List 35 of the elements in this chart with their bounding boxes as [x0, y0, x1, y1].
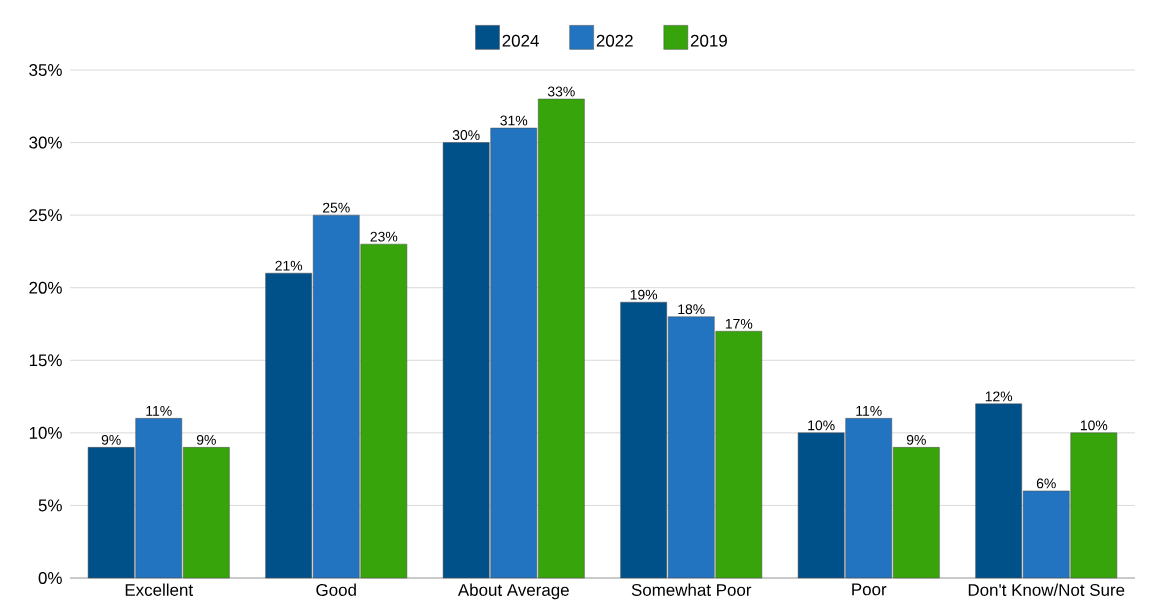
x-tick-label: Somewhat Poor — [631, 583, 752, 596]
data-label: 10% — [808, 420, 835, 431]
data-label: 18% — [678, 304, 705, 315]
data-label: 21% — [275, 260, 303, 271]
x-tick-label: Excellent — [125, 583, 193, 596]
data-label: 25% — [322, 202, 350, 213]
y-tick-label: 0% — [38, 572, 62, 584]
data-label: 30% — [452, 130, 480, 140]
data-label: 31% — [500, 115, 528, 126]
data-label: 19% — [630, 289, 658, 300]
data-label: 11% — [856, 406, 882, 416]
legend-label: 2024 — [502, 34, 539, 47]
y-tick-label: 20% — [29, 281, 62, 294]
legend-label: 2022 — [596, 34, 633, 47]
data-label: 11% — [146, 406, 172, 416]
y-tick-label: 35% — [29, 64, 62, 76]
data-label: 10% — [1080, 420, 1108, 431]
x-tick-label: Don't Know/Not Sure — [968, 583, 1125, 596]
x-tick-label: Poor — [852, 583, 887, 596]
legend-label: 2019 — [690, 34, 727, 47]
data-label: 9% — [196, 434, 216, 445]
data-label: 9% — [101, 434, 121, 445]
data-label: 23% — [370, 231, 398, 242]
data-label: 9% — [906, 434, 926, 445]
y-tick-label: 30% — [29, 136, 62, 149]
x-tick-label: Good — [316, 583, 356, 596]
y-tick-label: 5% — [38, 499, 62, 512]
data-label: 33% — [547, 86, 575, 97]
y-tick-label: 10% — [29, 426, 62, 439]
data-label: 17% — [725, 318, 753, 329]
x-tick-label: About Average — [457, 583, 569, 600]
y-tick-label: 15% — [29, 354, 62, 367]
y-tick-label: 25% — [29, 209, 62, 222]
data-label: 6% — [1036, 478, 1056, 489]
data-label: 12% — [985, 391, 1013, 402]
